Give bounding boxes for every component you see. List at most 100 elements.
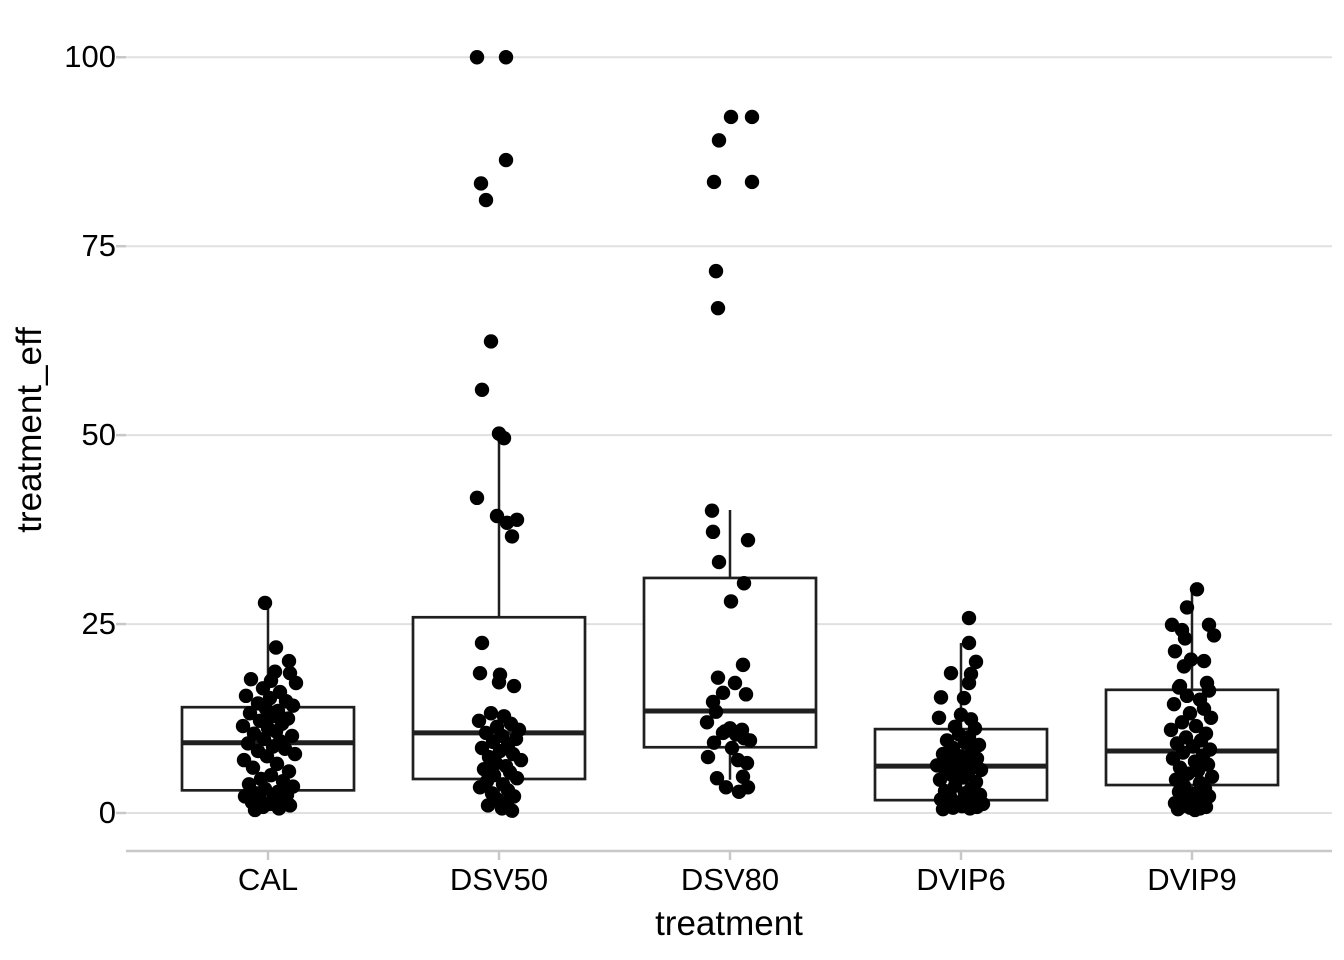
jitter-point-DSV50 (472, 780, 488, 795)
jitter-point-CAL (271, 801, 287, 816)
jitter-point-DSV50 (478, 192, 494, 208)
jitter-point-CAL (240, 736, 256, 751)
jitter-point-DVIP9 (1166, 696, 1182, 712)
y-tick-label-100: 100 (64, 39, 116, 74)
jitter-point-DSV80 (715, 685, 731, 701)
jitter-point-DSV50 (498, 152, 514, 168)
jitter-point-DVIP9 (1180, 766, 1196, 781)
jitter-point-DSV80 (744, 109, 760, 125)
jitter-point-DSV50 (496, 430, 512, 446)
jitter-point-DVIP9 (1179, 688, 1195, 704)
jitter-point-CAL (282, 798, 298, 813)
jitter-point-CAL (238, 688, 254, 704)
jitter-point-CAL (259, 749, 275, 764)
jitter-point-CAL (247, 802, 263, 818)
jitter-point-DSV80 (738, 687, 754, 702)
jitter-point-CAL (281, 653, 297, 669)
jitter-point-DSV50 (471, 713, 487, 728)
x-axis-title: treatment (655, 904, 803, 943)
jitter-point-DVIP9 (1206, 628, 1222, 643)
jitter-point-DVIP6 (962, 801, 978, 816)
jitter-point-DSV80 (731, 784, 747, 800)
jitter-point-DVIP9 (1174, 715, 1190, 730)
jitter-point-DSV50 (509, 771, 525, 786)
jitter-point-DVIP6 (935, 802, 951, 817)
jitter-point-DSV80 (735, 657, 751, 673)
x-tick-label-cal: CAL (237, 862, 299, 897)
jitter-point-DSV80 (744, 174, 760, 190)
jitter-point-DSV50 (506, 678, 522, 694)
jitter-point-DSV80 (708, 704, 724, 719)
jitter-point-DVIP9 (1167, 644, 1183, 659)
jitter-point-DVIP6 (961, 610, 977, 626)
jitter-point-DSV80 (708, 263, 724, 279)
jitter-point-DVIP6 (931, 710, 947, 725)
jitter-point-DVIP6 (968, 654, 984, 670)
y-tick-label-75: 75 (81, 228, 116, 263)
jitter-point-DSV80 (742, 733, 758, 748)
jitter-point-CAL (288, 675, 304, 691)
jitter-point-DSV80 (718, 780, 734, 795)
jitter-point-DSV80 (706, 174, 722, 190)
jitter-point-DSV50 (474, 382, 490, 397)
jitter-point-DSV50 (483, 706, 499, 721)
jitter-point-DVIP9 (1179, 600, 1195, 615)
jitter-point-DSV50 (504, 803, 520, 818)
jitter-point-DVIP9 (1201, 683, 1217, 698)
jitter-point-DVIP9 (1176, 659, 1192, 674)
jitter-point-DSV80 (727, 675, 743, 691)
jitter-point-DSV80 (699, 715, 715, 730)
jitter-point-CAL (264, 709, 280, 724)
jitter-point-DSV80 (711, 133, 727, 148)
jitter-point-DSV80 (739, 755, 755, 771)
jitter-point-DVIP9 (1187, 802, 1203, 818)
x-tick-label-dsv80: DSV80 (680, 862, 780, 897)
jitter-point-CAL (285, 698, 301, 713)
jitter-point-CAL (235, 718, 251, 734)
jitter-point-DSV80 (711, 554, 727, 570)
jitter-point-DSV50 (498, 50, 514, 65)
jitter-point-DSV50 (469, 490, 485, 506)
jitter-point-DSV80 (706, 735, 722, 750)
jitter-point-DVIP9 (1170, 802, 1186, 817)
jitter-point-DSV50 (504, 529, 520, 544)
y-tick-label-50: 50 (81, 417, 116, 452)
jitter-point-DSV50 (513, 752, 529, 768)
jitter-point-CAL (287, 746, 303, 762)
jitter-point-CAL (284, 728, 300, 744)
jitter-point-DVIP6 (961, 675, 977, 691)
jitter-point-DVIP6 (956, 690, 972, 706)
jitter-point-DSV80 (710, 670, 726, 685)
jitter-point-DSV80 (736, 576, 752, 591)
jitter-point-DSV50 (492, 743, 508, 759)
jitter-point-DVIP6 (973, 762, 989, 778)
jitter-point-DSV80 (723, 109, 739, 125)
jitter-point-DSV50 (473, 176, 489, 191)
jitter-point-DSV50 (469, 50, 485, 65)
jitter-point-DVIP9 (1203, 710, 1219, 725)
jitter-point-DVIP9 (1189, 582, 1205, 597)
jitter-point-DSV50 (480, 798, 496, 813)
jitter-point-DVIP9 (1177, 631, 1193, 646)
jitter-point-DSV50 (472, 665, 488, 681)
jitter-point-DVIP9 (1204, 769, 1220, 784)
jitter-point-DVIP6 (932, 772, 948, 787)
jitter-point-DVIP6 (933, 690, 949, 705)
x-tick-label-dvip6: DVIP6 (916, 862, 1006, 897)
jitter-point-CAL (268, 640, 284, 655)
y-tick-label-0: 0 (98, 795, 116, 830)
jitter-point-DSV80 (704, 503, 720, 518)
x-tick-label-dvip9: DVIP9 (1147, 862, 1237, 897)
jitter-point-DVIP9 (1196, 653, 1212, 669)
x-tick-label-dsv50: DSV50 (449, 862, 549, 897)
jitter-point-DSV50 (491, 675, 507, 690)
jitter-point-DSV80 (715, 725, 731, 741)
y-axis-title: treatment_eff (10, 327, 49, 533)
jitter-point-CAL (243, 672, 259, 687)
jitter-point-DSV80 (723, 594, 739, 609)
jitter-point-DSV80 (705, 524, 721, 540)
jitter-point-DSV80 (724, 740, 740, 756)
jitter-point-CAL (269, 756, 285, 772)
